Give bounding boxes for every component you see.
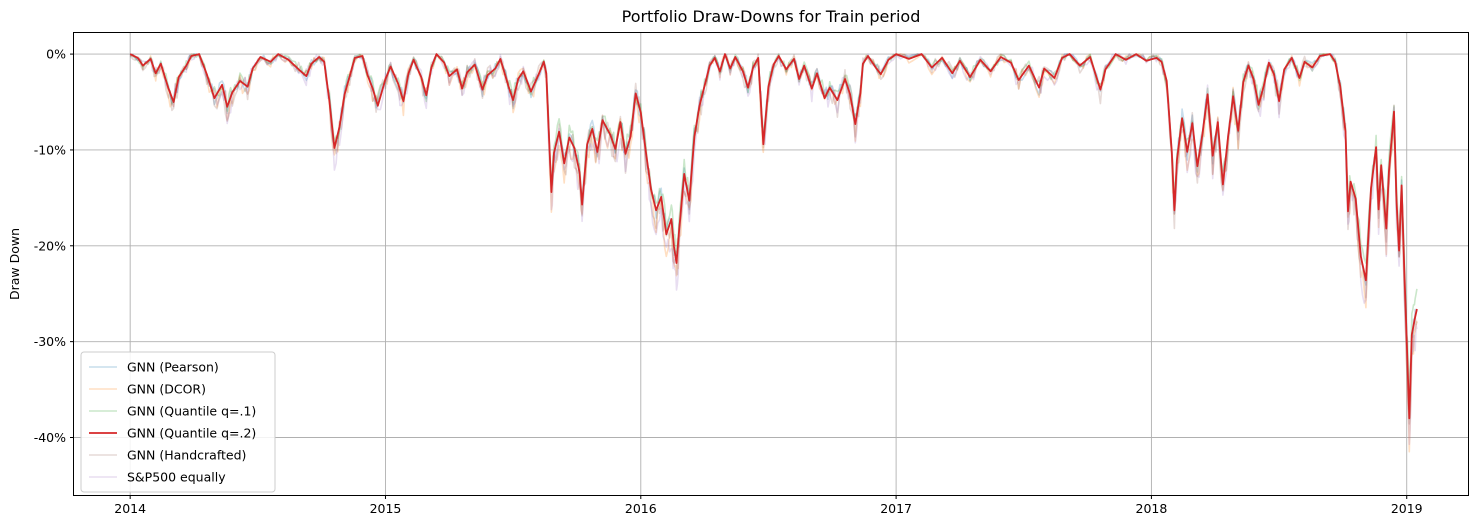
- x-tick-label: 2014: [114, 501, 146, 516]
- axes-frame: [73, 32, 1469, 496]
- x-tick-label: 2017: [880, 501, 912, 516]
- axis-ticks: 2014 2015 2016 2017 2018 2019 0% -10% -20% -30% -4…: [34, 47, 1423, 516]
- series-line-gnn-quantile-q-2: [129, 53, 1418, 420]
- x-tick-label: 2019: [1391, 501, 1423, 516]
- legend-label: GNN (Pearson): [127, 360, 219, 375]
- grid: [74, 33, 1468, 495]
- legend-label: GNN (DCOR): [127, 382, 206, 397]
- y-tick-label: -20%: [34, 238, 66, 253]
- x-tick-label: 2018: [1136, 501, 1168, 516]
- y-tick-label: -10%: [34, 142, 66, 157]
- x-tick-label: 2015: [370, 501, 402, 516]
- legend-label: GNN (Quantile q=.2): [127, 426, 256, 441]
- chart-title: Portfolio Draw-Downs for Train period: [622, 7, 921, 26]
- legend-label: S&P500 equally: [127, 470, 226, 485]
- y-axis-label: Draw Down: [7, 228, 22, 300]
- y-tick-label: -30%: [34, 334, 66, 349]
- plot-area: [129, 53, 1418, 453]
- series-line-gnn-quantile-q-1: [129, 53, 1418, 397]
- y-tick-label: -40%: [34, 430, 66, 445]
- legend-label: GNN (Handcrafted): [127, 448, 246, 463]
- series-line-gnn-pearson: [129, 53, 1418, 416]
- legend-box: [80, 351, 276, 493]
- series-line-gnn-handcrafted: [129, 53, 1418, 425]
- y-tick-label: 0%: [46, 47, 66, 62]
- series-line-gnn-dcor: [129, 53, 1418, 453]
- series-line-s-p500-equally: [129, 53, 1418, 446]
- legend: GNN (Pearson) GNN (DCOR) GNN (Quantile q=.…: [80, 351, 276, 493]
- x-tick-label: 2016: [625, 501, 657, 516]
- legend-label: GNN (Quantile q=.1): [127, 404, 256, 419]
